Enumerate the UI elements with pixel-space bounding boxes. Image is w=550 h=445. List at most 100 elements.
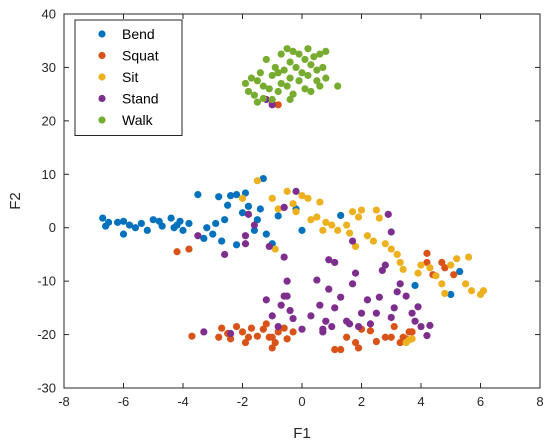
data-point — [280, 66, 288, 74]
data-point — [387, 245, 395, 253]
data-point — [417, 261, 425, 269]
data-point — [366, 320, 375, 328]
data-point — [396, 280, 404, 288]
data-point — [331, 258, 339, 267]
data-point — [351, 242, 360, 251]
data-point — [238, 194, 247, 202]
data-point — [268, 101, 276, 109]
series-stand — [194, 95, 434, 340]
x-tick-label: 0 — [298, 394, 305, 409]
data-point — [262, 230, 270, 238]
data-point — [119, 230, 128, 238]
data-point — [253, 77, 261, 85]
data-point — [209, 230, 217, 238]
x-tick-label: 6 — [477, 394, 484, 409]
data-point — [244, 210, 253, 218]
series-bend — [99, 174, 464, 299]
data-point — [411, 317, 419, 325]
data-point — [304, 194, 312, 202]
data-point — [348, 237, 357, 245]
data-point — [292, 208, 300, 216]
data-point — [354, 213, 363, 221]
data-point — [268, 95, 276, 104]
data-point — [274, 205, 282, 213]
data-point — [310, 53, 318, 61]
data-point — [307, 312, 315, 320]
data-point — [372, 206, 380, 214]
data-point — [289, 200, 297, 208]
data-point — [453, 255, 461, 263]
data-point — [227, 335, 235, 343]
data-point — [354, 344, 363, 352]
series-walk — [241, 45, 342, 106]
data-point — [322, 317, 330, 325]
data-point — [271, 245, 279, 253]
data-point — [393, 250, 401, 259]
data-point — [319, 63, 327, 72]
data-point — [241, 232, 250, 240]
data-point — [337, 345, 345, 354]
data-point — [301, 55, 309, 64]
data-point — [185, 219, 193, 228]
data-point — [334, 226, 342, 234]
data-point — [221, 250, 229, 259]
data-point — [253, 216, 261, 224]
data-point — [274, 212, 282, 220]
data-point — [173, 248, 181, 256]
data-point — [381, 261, 389, 269]
data-point — [274, 87, 282, 96]
data-point — [256, 205, 264, 213]
data-point — [465, 253, 473, 261]
data-point — [357, 309, 366, 317]
data-point — [343, 333, 351, 341]
data-point — [185, 245, 193, 253]
data-point — [286, 58, 294, 66]
data-point — [215, 333, 223, 341]
data-point — [277, 50, 285, 58]
data-point — [280, 324, 288, 332]
data-point — [241, 240, 250, 248]
data-point — [283, 335, 291, 343]
data-point — [408, 335, 416, 343]
data-point — [149, 216, 157, 224]
legend-marker — [98, 94, 106, 103]
data-point — [232, 190, 241, 199]
data-point — [331, 345, 339, 354]
data-point — [289, 47, 297, 56]
data-point — [292, 187, 300, 195]
data-point — [313, 276, 321, 284]
data-point — [259, 82, 267, 90]
data-point — [387, 333, 395, 341]
legend-label: Stand — [122, 91, 159, 107]
x-tick-label: 2 — [358, 394, 365, 409]
data-point — [283, 187, 291, 195]
legend-marker — [98, 51, 106, 60]
data-point — [268, 344, 276, 352]
data-point — [298, 69, 306, 77]
data-point — [215, 193, 223, 201]
data-point — [280, 253, 288, 261]
data-point — [286, 95, 294, 104]
data-point — [387, 313, 395, 322]
data-point — [250, 221, 258, 229]
data-point — [393, 288, 401, 296]
data-point — [328, 221, 336, 229]
data-point — [125, 221, 134, 229]
data-point — [232, 241, 241, 249]
data-point — [253, 177, 261, 185]
data-point — [307, 61, 315, 69]
data-point — [137, 219, 145, 228]
data-point — [200, 234, 208, 242]
data-point — [212, 219, 220, 228]
data-point — [479, 287, 488, 295]
data-point — [280, 203, 288, 212]
data-point — [277, 301, 285, 309]
data-point — [227, 192, 235, 200]
y-tick-label: 10 — [42, 167, 56, 182]
data-point — [307, 216, 315, 224]
legend-item: Bend — [98, 26, 155, 42]
data-point — [366, 327, 375, 335]
data-point — [313, 77, 321, 85]
data-point — [447, 261, 455, 269]
